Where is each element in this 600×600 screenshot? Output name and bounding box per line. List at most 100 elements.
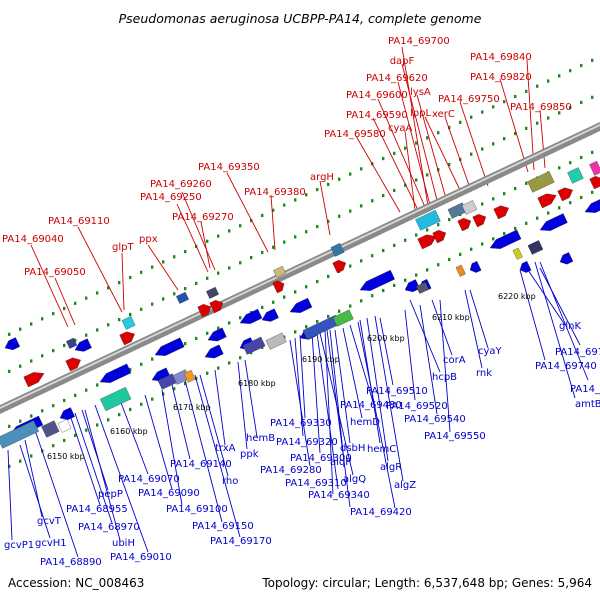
reverse-gene-arrow: [99, 363, 132, 383]
leader-line: [199, 374, 229, 477]
tick-mark: [8, 369, 11, 373]
tick-mark: [448, 162, 451, 167]
leader-line: [34, 429, 79, 558]
forward-gene-label: PA14_69050: [24, 267, 86, 278]
tick-mark: [41, 409, 44, 413]
tick-mark: [184, 287, 187, 291]
tick-mark: [382, 156, 385, 161]
topology-label: Topology: circular; Length: 6,537,648 bp…: [261, 576, 592, 590]
reverse-gene-label: PA14_69520: [386, 401, 448, 412]
tick-mark: [492, 142, 495, 146]
leader-line: [404, 130, 416, 211]
forward-gene-label: PA14_69750: [438, 94, 500, 105]
forward-gene-label: cyaA: [388, 123, 413, 134]
tick-mark: [503, 232, 506, 236]
tick-mark: [74, 338, 77, 342]
tick-mark: [569, 161, 572, 165]
tick-mark: [349, 209, 352, 213]
tick-mark: [283, 203, 286, 207]
tick-mark: [8, 332, 11, 336]
tick-mark: [173, 255, 176, 259]
reverse-gene-label: PA14_69170: [210, 536, 272, 547]
reverse-gene-arrow: [359, 269, 395, 291]
tick-mark: [393, 188, 396, 192]
reverse-gene-label: glnK: [559, 321, 581, 332]
reverse-gene-label: PA14_69550: [424, 431, 486, 442]
tick-mark: [514, 226, 517, 231]
tick-mark: [536, 84, 539, 88]
forward-gene-label: lysA: [410, 87, 431, 98]
tick-mark: [96, 328, 99, 332]
leader-line: [144, 394, 173, 490]
tick-mark: [107, 323, 110, 327]
forward-gene-label: PA14_69270: [172, 212, 234, 223]
forward-gene-arrow: [537, 193, 557, 209]
gene-domain-box: [455, 264, 466, 277]
tick-mark: [415, 178, 418, 182]
tick-mark: [404, 183, 407, 187]
reverse-gene-arrow: [239, 308, 263, 324]
leader-line: [355, 135, 401, 213]
leader-line: [171, 384, 191, 460]
tick-mark: [129, 312, 132, 317]
leader-line: [194, 374, 241, 538]
kbp-label: 6180 kbp: [238, 379, 276, 388]
tick-mark: [195, 336, 198, 341]
tick-mark: [305, 285, 308, 289]
tick-mark: [283, 295, 286, 299]
leader-line: [81, 409, 109, 491]
forward-gene-label: PA14_69820: [470, 72, 532, 83]
tick-mark: [360, 204, 363, 208]
gene-domain-box: [0, 420, 39, 449]
gene-domain-box: [461, 200, 478, 215]
tick-mark: [360, 259, 363, 263]
tick-mark: [129, 275, 132, 280]
reverse-gene-label: PA14_68970: [78, 522, 140, 533]
tick-mark: [349, 172, 352, 176]
tick-mark: [591, 150, 594, 154]
tick-mark: [514, 131, 517, 136]
leader-line: [397, 81, 431, 206]
tick-mark: [107, 418, 110, 422]
forward-gene-label: glpT: [112, 242, 134, 253]
tick-mark: [272, 245, 275, 249]
tick-mark: [459, 120, 462, 124]
tick-mark: [140, 270, 143, 274]
forward-gene-arrow: [457, 218, 472, 232]
tick-mark: [206, 276, 209, 280]
reverse-gene-label: PA14_69430: [340, 400, 402, 411]
gene-domain-box: [416, 281, 429, 294]
leader-line: [404, 309, 416, 401]
tick-mark: [184, 382, 187, 386]
genome-backbone: [0, 122, 600, 414]
kbp-label: 6190 kbp: [302, 355, 340, 364]
leader-line: [77, 226, 123, 313]
gene-domain-box: [567, 167, 584, 184]
tick-mark: [316, 279, 319, 284]
tick-mark: [228, 266, 231, 270]
reverse-gene-arrow: [404, 279, 420, 292]
tick-mark: [217, 366, 220, 370]
tick-mark: [173, 292, 176, 296]
forward-gene-arrow: [209, 300, 224, 314]
tick-mark: [569, 69, 572, 73]
gene-domain-box: [176, 291, 189, 304]
reverse-gene-label: gcvH1: [35, 538, 67, 549]
tick-mark: [503, 100, 506, 104]
leader-line: [372, 117, 419, 211]
tick-mark: [41, 354, 44, 358]
forward-gene-arrow: [119, 331, 135, 346]
leader-line: [311, 332, 321, 454]
tick-mark: [448, 125, 451, 130]
gene-domain-box: [183, 369, 196, 383]
tick-mark: [580, 155, 583, 160]
tick-mark: [382, 193, 385, 198]
gene-features: [0, 122, 600, 449]
reverse-gene-arrow: [207, 327, 227, 342]
forward-gene-label: xerC: [432, 109, 455, 120]
tick-mark: [129, 407, 132, 412]
tick-mark: [30, 322, 33, 326]
tick-mark: [195, 281, 198, 286]
reverse-gene-arrow: [154, 337, 185, 356]
